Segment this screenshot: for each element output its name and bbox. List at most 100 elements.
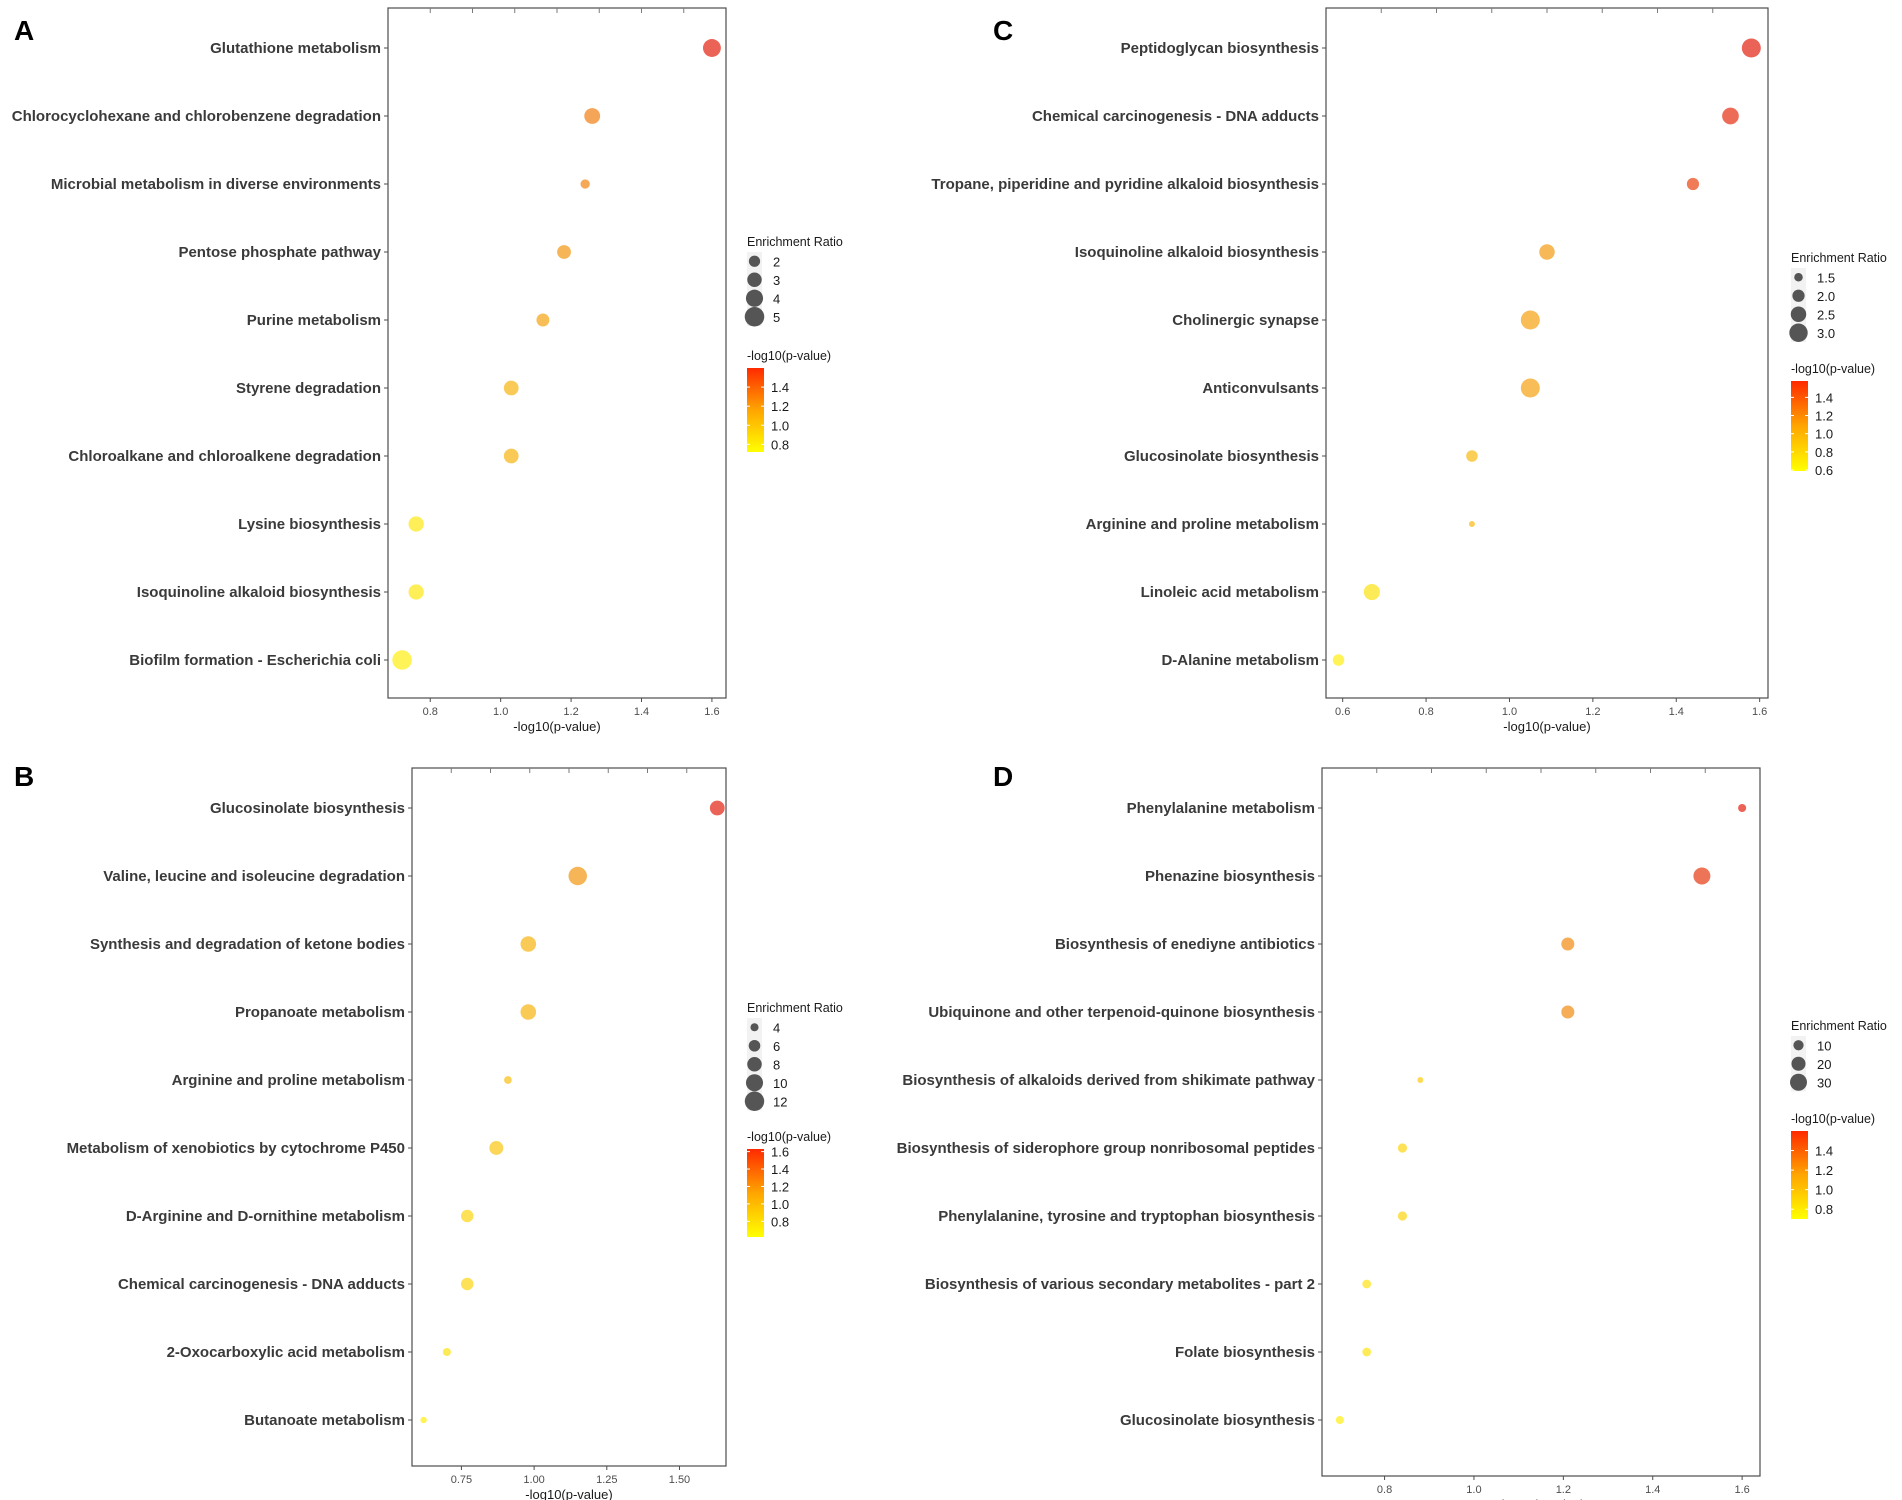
data-point <box>1561 937 1575 951</box>
size-legend-key <box>745 1074 764 1092</box>
color-legend-title: -log10(p-value) <box>1791 1112 1875 1126</box>
size-legend-key <box>744 306 765 327</box>
category-label: Valine, leucine and isoleucine degradati… <box>103 868 405 885</box>
size-legend-key-background <box>747 252 762 326</box>
category-label: Glutathione metabolism <box>210 40 381 57</box>
x-tick-label: 0.8 <box>423 706 438 718</box>
size-legend-key <box>1793 1040 1804 1051</box>
data-point <box>1722 107 1739 125</box>
data-point <box>1466 450 1478 462</box>
category-label: Tropane, piperidine and pyridine alkaloi… <box>931 176 1319 193</box>
size-legend-label: 6 <box>773 1039 780 1054</box>
data-point <box>1362 1279 1372 1289</box>
category-label: Phenylalanine, tyrosine and tryptophan b… <box>938 1208 1315 1225</box>
category-label: Styrene degradation <box>236 380 381 397</box>
category-label: Chemical carcinogenesis - DNA adducts <box>1032 108 1319 125</box>
color-legend-label: 0.6 <box>1815 463 1833 478</box>
color-legend-label: 1.6 <box>771 1145 789 1160</box>
size-legend-label: 10 <box>1817 1038 1831 1053</box>
data-point <box>1693 867 1711 885</box>
data-point <box>1468 521 1475 527</box>
category-label: Glucosinolate biosynthesis <box>1124 448 1319 465</box>
color-legend-label: 0.8 <box>771 1214 789 1229</box>
size-legend-key <box>1790 1073 1807 1091</box>
size-legend-label: 4 <box>773 291 780 306</box>
category-label: Phenazine biosynthesis <box>1145 868 1315 885</box>
color-legend-label: 1.4 <box>1815 390 1833 405</box>
data-point <box>408 584 424 600</box>
color-legend-label: 0.8 <box>1815 445 1833 460</box>
data-point <box>536 313 550 327</box>
size-legend-key <box>747 272 762 287</box>
color-legend-label: 1.2 <box>771 1179 789 1194</box>
color-legend-label: 1.2 <box>1815 1163 1833 1178</box>
color-legend-label: 0.8 <box>1815 1202 1833 1217</box>
x-tick-label: 1.25 <box>596 1474 617 1486</box>
data-point <box>503 448 519 464</box>
x-tick-label: 1.2 <box>1585 706 1600 718</box>
data-point <box>1335 1415 1344 1425</box>
x-tick-label: 1.4 <box>1645 1484 1660 1496</box>
category-label: Chemical carcinogenesis - DNA adducts <box>118 1276 405 1293</box>
category-label: Biosynthesis of various secondary metabo… <box>925 1276 1315 1293</box>
data-point <box>580 179 590 189</box>
category-label: Glucosinolate biosynthesis <box>210 800 405 817</box>
category-label: Biofilm formation - Escherichia coli <box>129 652 381 669</box>
x-tick-label: 1.00 <box>523 1474 544 1486</box>
category-label: Arginine and proline metabolism <box>1086 516 1319 533</box>
size-legend-label: 8 <box>773 1057 780 1072</box>
x-axis-title: -log10(p-value) <box>525 1487 612 1500</box>
data-point <box>442 1347 451 1357</box>
category-label: Glucosinolate biosynthesis <box>1120 1412 1315 1429</box>
size-legend-key <box>750 1023 759 1032</box>
category-label: Ubiquinone and other terpenoid-quinone b… <box>928 1004 1315 1021</box>
data-point <box>503 380 519 396</box>
category-label: Pentose phosphate pathway <box>178 244 381 261</box>
size-legend-title: Enrichment Ratio <box>1791 251 1887 265</box>
colorbar <box>747 1149 764 1237</box>
x-tick-label: 1.2 <box>563 706 578 718</box>
category-label: Purine metabolism <box>247 312 381 329</box>
size-legend-key <box>1794 272 1803 282</box>
data-point <box>1332 654 1345 666</box>
x-tick-label: 0.8 <box>1418 706 1433 718</box>
size-legend-key <box>1790 306 1807 322</box>
data-point <box>460 1277 474 1291</box>
data-point <box>520 936 537 952</box>
category-label: Anticonvulsants <box>1202 380 1319 397</box>
data-point <box>1362 1347 1372 1357</box>
category-label: Microbial metabolism in diverse environm… <box>51 176 381 193</box>
category-label: Chloroalkane and chloroalkene degradatio… <box>68 448 381 465</box>
data-point <box>1397 1143 1408 1153</box>
category-label: Isoquinoline alkaloid biosynthesis <box>1075 244 1319 261</box>
colorbar <box>747 368 764 452</box>
category-label: Propanoate metabolism <box>235 1004 405 1021</box>
color-legend-label: 0.8 <box>771 437 789 452</box>
plot-frame <box>387 7 727 699</box>
color-legend-label: 1.4 <box>771 1162 789 1177</box>
plot-frame <box>1321 767 1761 1477</box>
category-label: Chlorocyclohexane and chlorobenzene degr… <box>12 108 381 125</box>
category-label: Biosynthesis of enediyne antibiotics <box>1055 936 1315 953</box>
size-legend-key <box>748 1039 761 1052</box>
data-point <box>1397 1211 1408 1221</box>
category-label: Butanoate metabolism <box>244 1412 405 1429</box>
category-label: Lysine biosynthesis <box>238 516 381 533</box>
size-legend-key-background <box>1791 268 1806 342</box>
panel-c: C 0.6 0.8 1.0 1.2 1.4 1.6 -log10(p-value) Peptid… <box>931 7 1887 734</box>
data-point <box>1520 310 1540 330</box>
size-legend-title: Enrichment Ratio <box>747 1001 843 1015</box>
x-tick-label: 0.75 <box>451 1474 472 1486</box>
size-legend-label: 12 <box>773 1094 787 1109</box>
size-legend-title: Enrichment Ratio <box>747 235 843 249</box>
panel-b: B 0.75 1.00 1.25 1.50 -log10(p-value) Glucosin… <box>14 761 843 1500</box>
category-label: 2-Oxocarboxylic acid metabolism <box>167 1344 405 1361</box>
data-point <box>1417 1077 1424 1083</box>
x-tick-label: 1.50 <box>669 1474 690 1486</box>
size-legend-label: 2 <box>773 254 780 269</box>
x-tick-label: 0.6 <box>1335 706 1350 718</box>
color-legend-label: 1.0 <box>1815 427 1833 442</box>
size-legend-label: 3 <box>773 273 780 288</box>
color-legend-label: 1.0 <box>1815 1183 1833 1198</box>
x-tick-label: 1.4 <box>634 706 649 718</box>
